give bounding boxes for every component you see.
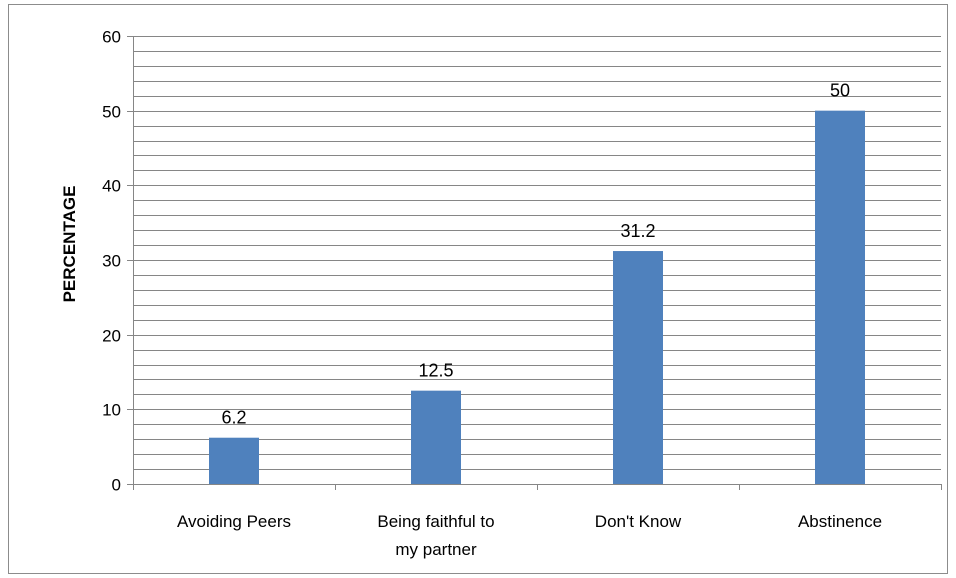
y-tick-label: 60	[102, 28, 121, 47]
data-label: 31.2	[620, 221, 655, 241]
data-label: 50	[830, 81, 850, 101]
x-category-label: Being faithful to	[377, 512, 494, 531]
y-tick-label: 40	[102, 177, 121, 196]
bar	[613, 251, 663, 484]
data-label: 6.2	[221, 408, 246, 428]
y-tick-label: 10	[102, 401, 121, 420]
x-category-label: Avoiding Peers	[177, 512, 291, 531]
gridlines	[133, 36, 941, 470]
axes	[127, 36, 942, 490]
y-tick-label: 0	[112, 476, 121, 495]
x-category-label: Abstinence	[798, 512, 882, 531]
bar	[411, 390, 461, 484]
y-tick-label: 50	[102, 103, 121, 122]
y-axis-title: PERCENTAGE	[60, 186, 79, 303]
bars	[209, 110, 865, 485]
x-category-label: my partner	[395, 540, 477, 559]
data-label: 12.5	[418, 361, 453, 381]
x-category-label: Don't Know	[595, 512, 682, 531]
y-tick-label: 20	[102, 327, 121, 346]
bar-chart: 0 10 20 30 40 50 60 6.2 Avoiding Peers 12.5 Being …	[60, 28, 942, 560]
labels: 0 10 20 30 40 50 60 6.2 Avoiding Peers 12.5 Being …	[102, 28, 882, 560]
y-tick-label: 30	[102, 252, 121, 271]
bar	[209, 437, 259, 484]
chart-frame: 0 10 20 30 40 50 60 6.2 Avoiding Peers 12.5 Being …	[8, 4, 948, 574]
bar	[815, 110, 865, 485]
